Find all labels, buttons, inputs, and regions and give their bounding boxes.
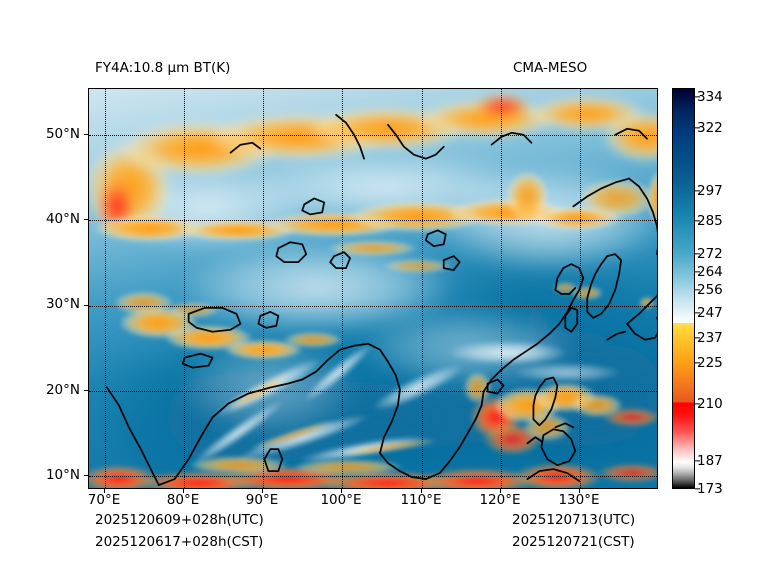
plot-title-left: FY4A:10.8 μm BT(K)	[95, 60, 231, 76]
colorbar	[672, 88, 695, 489]
colorbar-tick-label: 237	[697, 330, 723, 346]
gridline-vertical	[342, 89, 344, 488]
xtick-label: 100°E	[320, 492, 362, 508]
footer-target-time-cst: 2025120721(CST)	[512, 534, 635, 550]
gridline-horizontal	[89, 476, 657, 478]
colorbar-tick-label: 285	[697, 213, 723, 229]
gridline-vertical	[500, 89, 502, 488]
footer-valid-time-cst: 2025120617+028h(CST)	[95, 534, 264, 550]
colorbar-tick-mark	[695, 289, 700, 291]
xtick-mark	[420, 489, 422, 493]
ytick-label: 30°N	[45, 296, 80, 312]
xtick-mark	[103, 489, 105, 493]
colorbar-tick-label: 187	[697, 453, 723, 469]
colorbar-tick-label: 247	[697, 305, 723, 321]
colorbar-tick-mark	[695, 337, 700, 339]
gridline-horizontal	[89, 220, 657, 222]
gridline-horizontal	[89, 134, 657, 136]
xtick-mark	[341, 489, 343, 493]
xtick-label: 120°E	[479, 492, 521, 508]
xtick-label: 70°E	[87, 492, 121, 508]
ytick-label: 10°N	[45, 467, 80, 483]
gridline-horizontal	[89, 305, 657, 307]
map-plot-area	[88, 88, 658, 489]
coastline-overlay	[106, 113, 657, 486]
ytick-mark	[84, 389, 88, 391]
xtick-mark	[183, 489, 185, 493]
colorbar-tick-mark	[695, 362, 700, 364]
xtick-mark	[262, 489, 264, 493]
colorbar-gradient	[673, 89, 694, 488]
colorbar-tick-label: 210	[697, 396, 723, 412]
colorbar-tick-mark	[695, 220, 700, 222]
gridline-horizontal	[89, 390, 657, 392]
colorbar-tick-label: 264	[697, 264, 723, 280]
brightness-temperature-raster	[89, 89, 657, 488]
colorbar-tick-mark	[695, 488, 700, 490]
ytick-mark	[84, 304, 88, 306]
plot-title-right: CMA-MESO	[513, 60, 588, 76]
gridline-vertical	[263, 89, 265, 488]
colorbar-tick-mark	[695, 127, 700, 129]
footer-target-time-utc: 2025120713(UTC)	[512, 512, 636, 528]
ytick-label: 40°N	[45, 211, 80, 227]
ytick-label: 20°N	[45, 382, 80, 398]
ytick-mark	[84, 219, 88, 221]
ytick-mark	[84, 133, 88, 135]
ytick-label: 50°N	[45, 126, 80, 142]
xtick-label: 80°E	[166, 492, 200, 508]
colorbar-tick-mark	[695, 190, 700, 192]
xtick-label: 110°E	[400, 492, 442, 508]
gridline-vertical	[421, 89, 423, 488]
colorbar-tick-label: 334	[697, 89, 723, 105]
colorbar-tick-label: 322	[697, 120, 723, 136]
gridline-vertical	[184, 89, 185, 488]
colorbar-tick-label: 272	[697, 246, 723, 262]
gridline-vertical	[104, 89, 106, 488]
xtick-mark	[578, 489, 580, 493]
colorbar-tick-label: 225	[697, 355, 723, 371]
colorbar-tick-mark	[695, 96, 700, 98]
xtick-label: 130°E	[558, 492, 600, 508]
xtick-mark	[499, 489, 501, 493]
colorbar-tick-mark	[695, 312, 700, 314]
gridline-vertical	[579, 89, 581, 488]
colorbar-tick-mark	[695, 460, 700, 462]
colorbar-tick-mark	[695, 253, 700, 255]
colorbar-tick-mark	[695, 403, 700, 405]
colorbar-tick-mark	[695, 271, 700, 273]
colorbar-tick-label: 256	[697, 282, 723, 298]
colorbar-tick-label: 173	[697, 481, 723, 497]
footer-valid-time-utc: 2025120609+028h(UTC)	[95, 512, 264, 528]
ytick-mark	[84, 475, 88, 477]
xtick-label: 90°E	[245, 492, 279, 508]
colorbar-tick-label: 297	[697, 183, 723, 199]
